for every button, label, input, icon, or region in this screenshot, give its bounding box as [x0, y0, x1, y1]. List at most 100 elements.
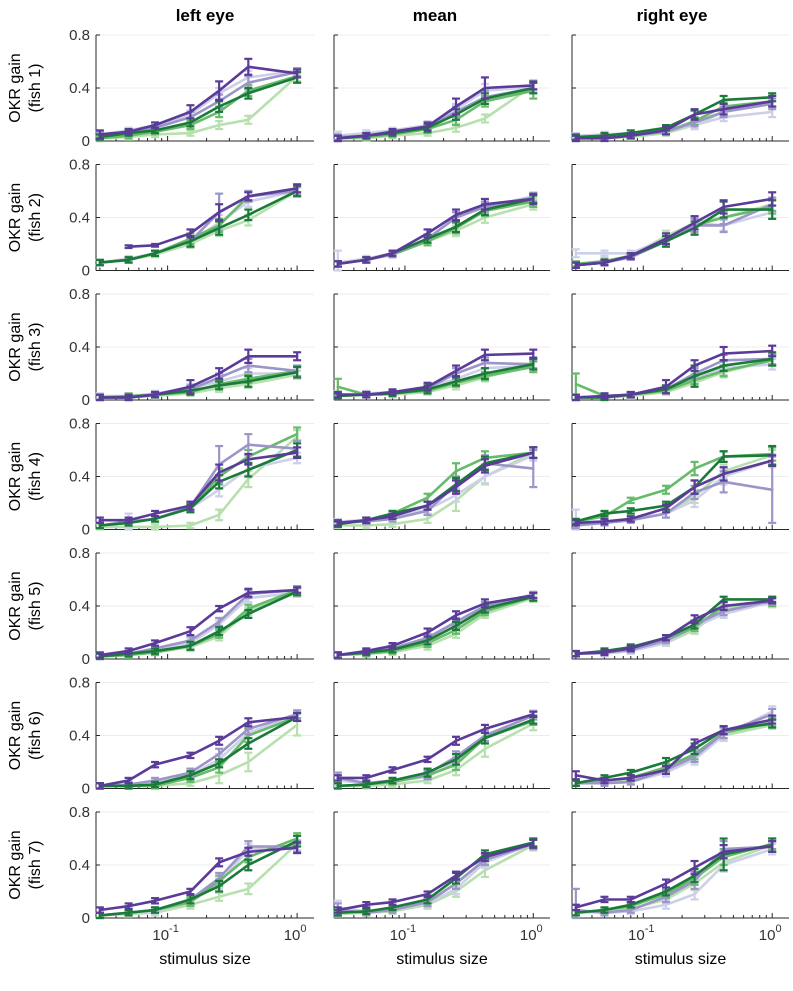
- error-bar: [571, 649, 580, 658]
- row-label-line-2: (fish 5): [27, 582, 44, 631]
- error-bar: [626, 644, 635, 653]
- panel-r2-c2: [333, 164, 550, 272]
- error-bar: [151, 780, 160, 789]
- series-1: [571, 840, 777, 912]
- error-bar: [661, 232, 670, 246]
- x-tick-base: 10: [284, 927, 301, 944]
- error-bar: [571, 779, 580, 787]
- y-tick-label: 0.4: [69, 728, 90, 745]
- error-bar: [186, 640, 195, 651]
- x-axis-label: stimulus size: [396, 951, 488, 968]
- x-tick-label: 100: [284, 923, 307, 944]
- error-bar: [571, 393, 580, 402]
- error-bar: [215, 891, 224, 902]
- error-bar: [768, 344, 777, 358]
- error-bar: [186, 770, 195, 781]
- error-bar: [423, 500, 432, 511]
- error-bar: [661, 634, 670, 642]
- error-bar: [719, 199, 728, 215]
- error-bar: [215, 80, 224, 102]
- x-tick-base: 10: [390, 927, 407, 944]
- panel-r4-c1: 0 0.4 0.8: [69, 416, 314, 539]
- error-bar: [186, 500, 195, 511]
- series-1: [333, 591, 538, 659]
- x-tick-base: 10: [628, 927, 645, 944]
- error-bar: [388, 512, 397, 521]
- error-bar: [186, 521, 195, 530]
- error-bar: [571, 261, 580, 269]
- error-bar: [151, 760, 160, 769]
- series-1: [333, 710, 538, 782]
- error-bar: [480, 458, 489, 474]
- series-1: [571, 344, 777, 402]
- series-3: [571, 705, 777, 787]
- error-bar: [124, 776, 133, 785]
- error-bar: [600, 776, 609, 785]
- panel-r5-c3: [571, 552, 789, 660]
- error-bar: [151, 242, 160, 248]
- error-bar: [215, 604, 224, 613]
- series-line: [98, 65, 299, 136]
- y-tick-label: 0: [82, 651, 90, 668]
- panel-r1-c3: [571, 34, 789, 143]
- row-label-line-1: OKR gain: [7, 53, 24, 122]
- error-bar: [388, 776, 397, 785]
- row-label-fish-3: OKR gain (fish 3): [7, 312, 44, 381]
- error-bar: [571, 134, 580, 143]
- y-tick-label: 0.8: [69, 27, 90, 44]
- error-bar: [480, 348, 489, 362]
- error-bar: [151, 897, 160, 905]
- error-bar: [186, 129, 195, 137]
- error-bar: [480, 113, 489, 124]
- series-1: [95, 446, 302, 524]
- series-line: [574, 357, 774, 399]
- error-bar: [244, 375, 253, 388]
- error-bar: [423, 228, 432, 239]
- error-bar: [362, 131, 371, 140]
- error-bar: [661, 764, 670, 776]
- error-bar: [215, 508, 224, 522]
- series-1: [571, 454, 777, 527]
- error-bar: [124, 244, 133, 250]
- error-bar: [124, 902, 133, 910]
- error-bar: [600, 258, 609, 267]
- series-line: [574, 357, 774, 399]
- error-bar: [151, 639, 160, 647]
- panel-r3-c1: 0 0.4 0.8: [69, 286, 314, 409]
- error-bar: [186, 228, 195, 239]
- column-titles: left eye mean right eye: [176, 6, 708, 25]
- error-bar: [124, 516, 133, 524]
- error-bar: [529, 348, 538, 359]
- error-bar: [600, 134, 609, 143]
- row-label-fish-6: OKR gain (fish 6): [7, 701, 44, 770]
- row-label-line-1: OKR gain: [7, 571, 24, 640]
- error-bar: [768, 596, 777, 605]
- error-bar: [215, 626, 224, 637]
- x-tick-label: 10-1: [628, 923, 654, 944]
- y-tick-label: 0.8: [69, 157, 90, 174]
- series-1: [124, 183, 302, 250]
- error-bar: [215, 616, 224, 627]
- error-bar: [626, 131, 635, 140]
- error-bar: [529, 192, 538, 206]
- panel-r2-c3: [571, 164, 789, 271]
- error-bar: [124, 908, 133, 917]
- error-bar: [362, 390, 371, 399]
- error-bar: [95, 129, 104, 140]
- error-bar: [690, 108, 699, 121]
- error-bar: [333, 519, 342, 527]
- error-bar: [293, 711, 302, 723]
- error-bar: [388, 127, 397, 136]
- error-bar: [423, 627, 432, 638]
- error-bar: [626, 774, 635, 782]
- panel-r1-c2: [333, 34, 550, 143]
- error-bar: [388, 766, 397, 774]
- panel-r3-c3: [571, 293, 789, 402]
- error-bar: [362, 907, 371, 916]
- error-bar: [423, 767, 432, 778]
- error-bar: [690, 738, 699, 749]
- error-bar: [529, 710, 538, 719]
